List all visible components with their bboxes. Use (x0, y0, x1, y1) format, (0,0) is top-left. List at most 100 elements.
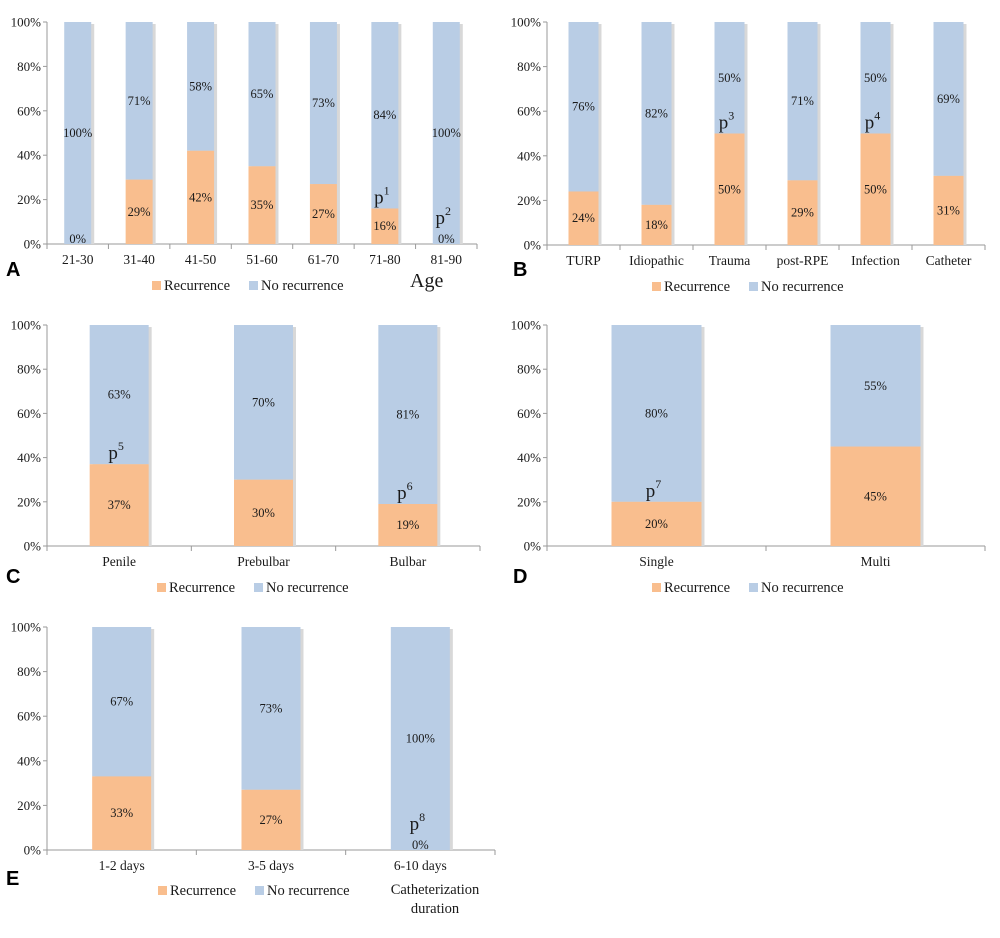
data-label-recurrence: 18% (645, 218, 668, 232)
legend-swatch-recurrence (652, 583, 661, 592)
p-annotation: p5 (108, 439, 124, 464)
panel-label: C (6, 566, 20, 588)
bar-no-recurrence (187, 22, 215, 151)
x-axis-title: Catheterization duration (391, 882, 480, 917)
data-label-recurrence: 29% (128, 205, 151, 219)
bar-recurrence (787, 180, 818, 245)
data-label-recurrence: 19% (396, 518, 419, 532)
y-tick-label: 40% (17, 753, 41, 768)
bar-recurrence (187, 150, 215, 244)
x-axis-title-line: Catheterization (391, 882, 480, 898)
data-label-no-recurrence: 71% (128, 94, 151, 108)
y-tick-label: 20% (517, 494, 541, 509)
bar-no-recurrence (125, 22, 153, 180)
p-annotation-superscript: 7 (655, 477, 661, 491)
data-label-no-recurrence: 50% (718, 71, 741, 85)
data-label-no-recurrence: 80% (645, 406, 668, 420)
bar-no-recurrence (933, 22, 964, 176)
p-annotation-letter: p (646, 481, 656, 502)
legend-label-no-recurrence: No recurrence (761, 279, 844, 295)
bar-no-recurrence (248, 22, 276, 167)
y-tick-label: 100% (11, 318, 42, 333)
chart-panel-a: 0%20%40%60%80%100%100%0%21-3071%29%31-40… (6, 15, 478, 294)
y-tick-label: 20% (17, 798, 41, 813)
y-tick-label: 20% (17, 192, 41, 207)
bar-recurrence (641, 204, 672, 245)
bar-no-recurrence (641, 22, 672, 205)
p-annotation: p2 (436, 204, 452, 229)
p-annotation-letter: p (108, 443, 118, 464)
y-tick-label: 40% (517, 450, 541, 465)
y-tick-label: 60% (17, 103, 41, 118)
bar-recurrence (241, 789, 301, 850)
y-tick-label: 20% (17, 494, 41, 509)
bar-recurrence (371, 208, 399, 244)
x-tick-label: Catheter (926, 253, 972, 268)
legend-label-no-recurrence: No recurrence (761, 580, 844, 596)
data-label-recurrence: 37% (108, 498, 131, 512)
legend-label-recurrence: Recurrence (169, 580, 235, 596)
bar-recurrence (714, 133, 745, 245)
bar-no-recurrence (241, 627, 301, 790)
legend: Recurrence No recurrence (158, 883, 350, 899)
data-label-recurrence: 0% (412, 838, 429, 852)
p-annotation-superscript: 8 (419, 810, 425, 824)
x-tick-label: Multi (860, 554, 890, 569)
x-tick-label: 61-70 (308, 252, 340, 267)
legend-swatch-recurrence (157, 583, 166, 592)
data-label-recurrence: 20% (645, 517, 668, 531)
x-tick-label: Bulbar (389, 554, 426, 569)
x-axis-title-line: duration (411, 901, 460, 917)
p-annotation: p8 (410, 810, 426, 835)
panel-label: E (6, 868, 19, 890)
y-tick-label: 0% (24, 237, 42, 252)
legend-swatch-no-recurrence (749, 583, 758, 592)
bar-no-recurrence (92, 627, 152, 777)
x-tick-label: 71-80 (369, 252, 401, 267)
x-tick-label: Prebulbar (237, 554, 290, 569)
data-label-recurrence: 50% (864, 182, 887, 196)
data-label-no-recurrence: 76% (572, 100, 595, 114)
bar-no-recurrence (234, 325, 293, 480)
data-label-no-recurrence: 100% (406, 732, 435, 746)
data-label-no-recurrence: 58% (189, 79, 212, 93)
y-tick-label: 60% (517, 104, 541, 119)
panel-label: B (513, 259, 527, 281)
data-label-recurrence: 27% (312, 207, 335, 221)
data-label-no-recurrence: 84% (373, 108, 396, 122)
data-label-no-recurrence: 69% (937, 92, 960, 106)
y-tick-label: 40% (17, 148, 41, 163)
bar-recurrence (860, 133, 891, 245)
p-annotation: p7 (646, 477, 662, 502)
data-label-no-recurrence: 82% (645, 106, 668, 120)
y-tick-label: 100% (11, 15, 42, 30)
legend: Recurrence No recurrence (652, 580, 844, 596)
data-label-recurrence: 16% (373, 219, 396, 233)
bar-recurrence (568, 191, 599, 245)
y-tick-label: 80% (17, 59, 41, 74)
legend: Recurrence No recurrence (652, 279, 844, 295)
p-annotation-superscript: 6 (407, 479, 413, 493)
legend-swatch-recurrence (158, 886, 167, 895)
bar-no-recurrence (89, 325, 149, 465)
y-tick-label: 60% (17, 709, 41, 724)
bar-recurrence (89, 464, 149, 546)
legend-swatch-recurrence (652, 282, 661, 291)
data-label-no-recurrence: 100% (432, 126, 461, 140)
legend: Recurrence No recurrence (157, 580, 349, 596)
data-label-no-recurrence: 100% (63, 126, 92, 140)
p-annotation-superscript: 4 (874, 109, 880, 123)
x-axis-title: Age (410, 270, 443, 292)
data-label-recurrence: 33% (110, 806, 133, 820)
x-tick-label: 3-5 days (248, 858, 294, 873)
p-annotation: p1 (374, 183, 390, 208)
y-tick-label: 0% (524, 539, 542, 554)
x-tick-label: TURP (566, 253, 601, 268)
x-tick-label: 51-60 (246, 252, 278, 267)
bar-no-recurrence (378, 325, 438, 505)
legend-label-recurrence: Recurrence (170, 883, 236, 899)
data-label-recurrence: 31% (937, 203, 960, 217)
legend-label-recurrence: Recurrence (164, 278, 230, 294)
p-annotation: p3 (719, 109, 735, 134)
y-tick-label: 80% (517, 362, 541, 377)
